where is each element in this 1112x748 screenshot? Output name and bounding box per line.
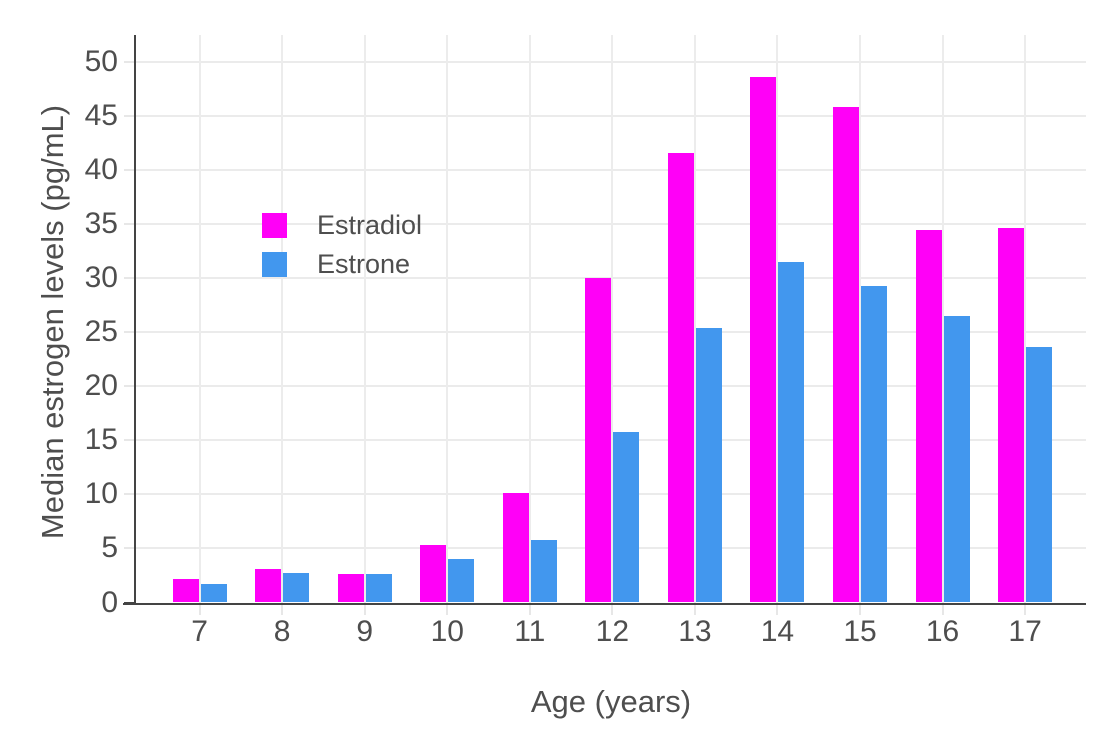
- bar-estrone-age-9: [365, 574, 392, 603]
- y-tick-label: 10: [84, 477, 118, 511]
- y-gridline: [136, 61, 1086, 63]
- y-tick-mark: [124, 115, 136, 118]
- x-tick-label: 13: [678, 615, 712, 648]
- x-axis-title: Age (years): [530, 684, 692, 719]
- x-tick-mark: [941, 605, 944, 615]
- bar-estradiol-age-7: [172, 578, 199, 603]
- bar-estrone-age-13: [695, 327, 722, 603]
- x-tick-label: 8: [273, 615, 291, 648]
- y-tick-label: 50: [84, 45, 118, 78]
- bar-estrone-age-16: [943, 316, 970, 603]
- legend: Estradiol Estrone: [262, 210, 423, 291]
- x-tick-mark: [776, 605, 779, 615]
- bar-estrone-age-8: [283, 573, 310, 603]
- legend-item-estrone[interactable]: Estrone: [262, 249, 422, 279]
- legend-label-estradiol: Estradiol: [317, 210, 423, 240]
- bar-estradiol-age-16: [915, 229, 942, 603]
- y-tick-mark: [124, 493, 136, 496]
- x-tick-mark: [611, 605, 614, 615]
- x-gridline: [528, 35, 531, 603]
- x-gridline: [1024, 35, 1027, 603]
- x-axis-line: [123, 602, 1086, 605]
- y-axis-title: Median estrogen levels (pg/mL): [35, 104, 70, 540]
- y-tick-mark: [124, 385, 136, 388]
- x-gridline: [363, 35, 366, 603]
- bar-estradiol-age-15: [833, 107, 859, 603]
- x-tick-label: 7: [191, 615, 208, 648]
- x-tick-label: 16: [925, 615, 960, 648]
- x-tick-label: 10: [430, 615, 464, 648]
- y-tick-mark: [124, 547, 136, 550]
- x-tick-mark: [693, 605, 696, 615]
- y-tick-label: 30: [84, 261, 118, 295]
- bar-estrone-age-15: [861, 285, 887, 603]
- y-tick-label: 5: [101, 531, 118, 565]
- y-tick-label: 35: [84, 207, 118, 241]
- y-tick-label: 40: [84, 153, 118, 187]
- x-tick-label: 9: [356, 615, 374, 648]
- x-gridline: [446, 35, 449, 603]
- bar-estrone-age-14: [778, 261, 805, 603]
- estradiol-swatch: [262, 213, 287, 238]
- y-tick-mark: [124, 223, 136, 226]
- y-tick-mark: [124, 439, 136, 442]
- legend-item-estradiol[interactable]: Estradiol: [262, 210, 423, 240]
- y-gridline: [136, 169, 1086, 172]
- bar-estrone-age-11: [530, 539, 557, 603]
- bar-estradiol-age-13: [667, 152, 694, 603]
- legend-label-estrone: Estrone: [317, 249, 411, 279]
- x-tick-mark: [363, 605, 366, 615]
- bar-estradiol-age-17: [998, 228, 1025, 603]
- x-gridline: [859, 35, 861, 603]
- bar-estradiol-age-14: [750, 77, 777, 603]
- x-tick-label: 15: [843, 615, 877, 648]
- x-gridline: [281, 35, 284, 603]
- bar-estrone-age-10: [448, 559, 475, 603]
- y-tick-mark: [124, 331, 136, 334]
- x-tick-mark: [528, 605, 531, 615]
- bar-estrone-age-17: [1026, 347, 1053, 603]
- x-tick-label: 14: [760, 615, 795, 648]
- bar-estradiol-age-11: [502, 493, 529, 603]
- bar-estrone-age-12: [613, 431, 640, 603]
- bar-estradiol-age-12: [585, 278, 612, 603]
- x-gridline: [776, 35, 779, 603]
- x-tick-label: 12: [595, 615, 630, 648]
- bar-estradiol-age-8: [255, 568, 282, 603]
- x-tick-label: 17: [1008, 615, 1042, 648]
- y-tick-mark: [124, 169, 136, 172]
- y-tick-label: 0: [101, 585, 118, 619]
- y-tick-label: 45: [84, 99, 118, 133]
- y-axis-line: [133, 35, 136, 605]
- x-gridline: [693, 35, 696, 603]
- x-tick-mark: [446, 605, 449, 615]
- y-tick-label: 15: [84, 423, 118, 457]
- x-gridline: [198, 35, 201, 603]
- bar-estrone-age-7: [200, 584, 227, 603]
- bar-estradiol-age-10: [420, 545, 447, 603]
- y-tick-mark: [124, 277, 136, 280]
- x-gridline: [611, 35, 614, 603]
- x-gridline: [941, 35, 944, 603]
- estrone-swatch: [262, 252, 287, 277]
- x-tick-mark: [281, 605, 284, 615]
- y-tick-label: 25: [84, 315, 118, 349]
- bar-estradiol-age-9: [337, 574, 364, 603]
- x-tick-mark: [198, 605, 201, 615]
- y-gridline: [136, 223, 1086, 226]
- y-tick-label: 20: [84, 369, 118, 403]
- x-tick-label: 11: [514, 615, 546, 648]
- y-tick-mark: [124, 61, 136, 63]
- x-tick-mark: [859, 605, 861, 615]
- y-gridline: [136, 115, 1086, 118]
- x-tick-mark: [1024, 605, 1027, 615]
